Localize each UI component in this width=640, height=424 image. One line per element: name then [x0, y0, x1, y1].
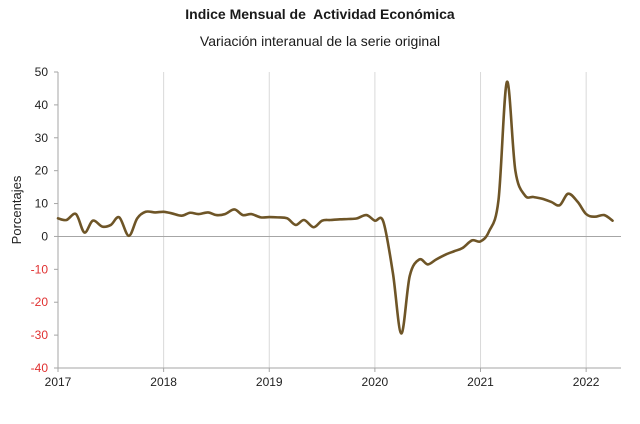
- y-tick-label: 50: [35, 65, 49, 79]
- y-tick-label: 10: [35, 197, 49, 211]
- y-tick-label: -40: [31, 361, 49, 375]
- x-tick-label: 2021: [467, 375, 494, 389]
- x-tick-label: 2022: [573, 375, 600, 389]
- x-tick-label: 2018: [150, 375, 177, 389]
- chart-title: Indice Mensual de Actividad Económica: [185, 6, 455, 22]
- y-tick-label: -30: [31, 328, 49, 342]
- axis-layer: [54, 71, 621, 372]
- y-tick-labels: 50 40 30 20 10 0 -10 -20 -30 -40: [31, 65, 49, 375]
- x-tick-labels: 2017 2018 2019 2020 2021 2022: [45, 375, 600, 389]
- series-layer: [56, 80, 614, 335]
- y-tick-label: -20: [31, 295, 49, 309]
- y-tick-label: 0: [41, 229, 48, 243]
- x-tick-label: 2020: [362, 375, 389, 389]
- x-tick-label: 2019: [256, 375, 283, 389]
- y-tick-label: 40: [35, 98, 49, 112]
- y-tick-label: 20: [35, 164, 49, 178]
- series-line-0: [56, 80, 614, 335]
- y-tick-label: -10: [31, 262, 49, 276]
- y-axis-label: Porcentajes: [9, 175, 24, 244]
- y-tick-label: 30: [35, 131, 49, 145]
- x-tick-label: 2017: [45, 375, 72, 389]
- chart-subtitle: Variación interanual de la serie origina…: [199, 33, 441, 49]
